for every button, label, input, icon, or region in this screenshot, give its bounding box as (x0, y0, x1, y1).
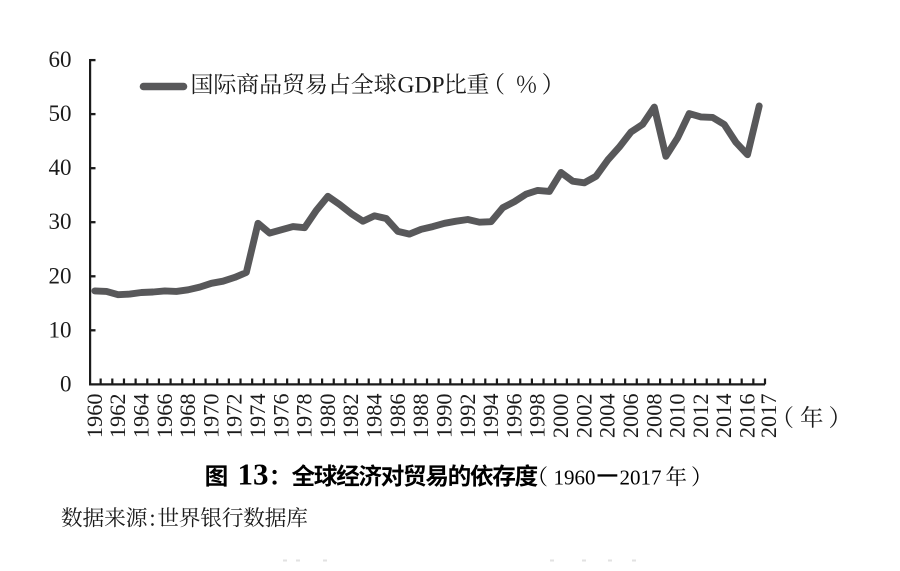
svg-text:1974: 1974 (245, 394, 270, 439)
svg-text:1990: 1990 (432, 394, 457, 439)
svg-text:1966: 1966 (152, 394, 177, 439)
svg-text:1996: 1996 (501, 394, 526, 439)
svg-text:1984: 1984 (362, 394, 387, 439)
svg-text:1964: 1964 (128, 394, 153, 439)
svg-text:13: 13 (238, 457, 269, 492)
svg-text:1960: 1960 (554, 466, 596, 490)
svg-text:2004: 2004 (595, 394, 620, 439)
svg-text:2017: 2017 (620, 466, 662, 490)
svg-text:GDP: GDP (398, 73, 445, 99)
svg-text:60: 60 (49, 47, 72, 72)
svg-text:1972: 1972 (222, 394, 247, 439)
svg-text:0: 0 (60, 371, 72, 396)
svg-text:2008: 2008 (641, 394, 666, 439)
svg-text:1992: 1992 (455, 394, 480, 439)
svg-text:2006: 2006 (618, 394, 643, 439)
svg-text:50: 50 (49, 101, 72, 126)
svg-text:1994: 1994 (478, 394, 503, 439)
svg-text:1988: 1988 (408, 394, 433, 439)
svg-text:10: 10 (49, 317, 72, 342)
svg-text:1976: 1976 (268, 394, 293, 439)
svg-text:2002: 2002 (571, 394, 596, 439)
svg-text:1962: 1962 (105, 394, 130, 439)
svg-text:2000: 2000 (548, 394, 573, 439)
svg-text:40: 40 (49, 155, 72, 180)
svg-text:1980: 1980 (315, 394, 340, 439)
svg-text:1986: 1986 (385, 394, 410, 439)
svg-text:1960: 1960 (82, 394, 107, 439)
svg-text:1968: 1968 (175, 394, 200, 439)
svg-text:2016: 2016 (735, 394, 760, 439)
svg-text:20: 20 (49, 263, 72, 288)
svg-text:30: 30 (49, 209, 72, 234)
svg-text:1970: 1970 (198, 394, 223, 439)
svg-text:2017: 2017 (756, 394, 781, 439)
svg-text:1998: 1998 (525, 394, 550, 439)
svg-text:2014: 2014 (711, 394, 736, 439)
svg-text:2010: 2010 (665, 394, 690, 439)
svg-text:1978: 1978 (292, 394, 317, 439)
svg-text:2012: 2012 (688, 394, 713, 439)
svg-text:1982: 1982 (338, 394, 363, 439)
